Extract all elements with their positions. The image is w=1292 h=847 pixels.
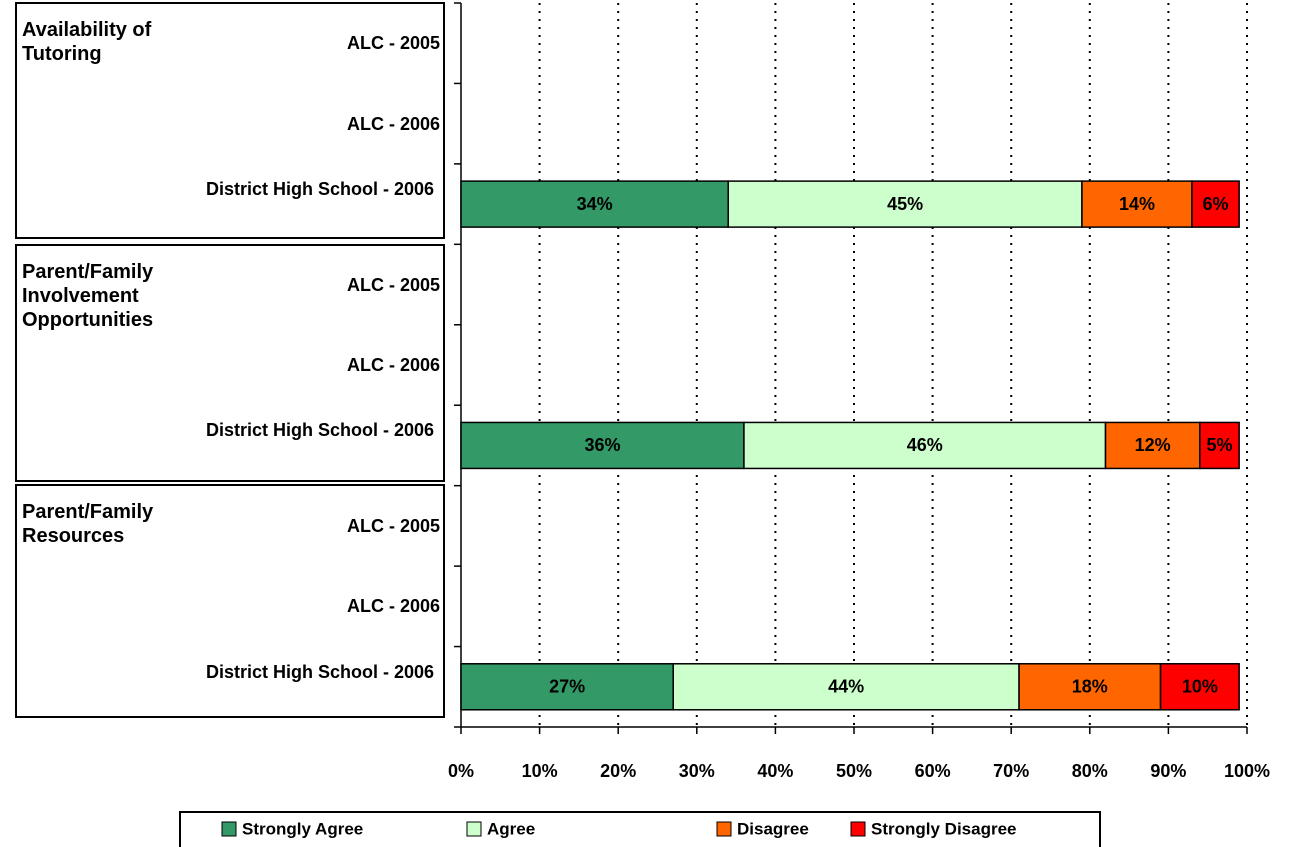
bar-segment [1191,180,1240,228]
group-box [15,2,445,239]
x-tick-label: 80% [1072,761,1108,781]
data-label: 5% [1206,435,1232,455]
legend-label: Agree [487,819,535,838]
data-label: 6% [1203,194,1229,214]
y-tick-label: ALC - 2006 [346,596,440,617]
legend-box [179,811,1101,847]
bar-segment [1159,663,1240,711]
x-tick-label: 60% [915,761,951,781]
bar-segment [1199,421,1240,470]
group-box [15,484,445,718]
group-box [15,244,445,482]
bar-segment [460,421,745,470]
data-label: 36% [584,435,620,455]
x-tick-label: 70% [993,761,1029,781]
x-tick-label: 10% [522,761,558,781]
data-label: 27% [549,677,585,697]
data-label: 44% [828,677,864,697]
bar-segment [1104,421,1201,470]
x-tick-label: 30% [679,761,715,781]
legend-swatch [850,821,866,837]
x-tick-label: 50% [836,761,872,781]
data-label: 12% [1135,435,1171,455]
y-tick-label: District High School - 2006 [205,179,435,200]
data-label: 18% [1072,677,1108,697]
group-label: Parent/Family Involvement Opportunities [22,261,154,331]
group-label: Availability of Tutoring [22,19,152,65]
y-tick-label: ALC - 2005 [346,33,440,54]
x-tick-label: 20% [600,761,636,781]
legend-swatch [716,821,732,837]
x-tick-label: 40% [757,761,793,781]
data-label: 46% [907,435,943,455]
bar-segment [727,180,1083,228]
group-label: Parent/Family Resources [22,501,154,547]
y-tick-label: ALC - 2006 [346,113,440,134]
x-tick-label: 100% [1224,761,1270,781]
legend-swatch [466,821,482,837]
data-label: 34% [577,194,613,214]
legend-label: Disagree [737,819,809,838]
data-label: 45% [887,194,923,214]
bar-segment [743,421,1107,470]
y-tick-label: ALC - 2005 [346,515,440,536]
data-label: 14% [1119,194,1155,214]
y-tick-label: ALC - 2006 [346,355,440,375]
x-tick-label: 90% [1150,761,1186,781]
bar-segment [1018,663,1162,711]
data-label: 10% [1182,677,1218,697]
legend-label: Strongly Disagree [871,819,1017,838]
bar-segment [1081,180,1193,228]
y-tick-label: District High School - 2006 [205,661,435,682]
y-tick-label: District High School - 2006 [205,420,435,441]
x-tick-label: 0% [448,761,474,781]
bar-segment [460,663,674,711]
y-tick-label: ALC - 2005 [346,274,440,295]
legend-label: Strongly Agree [242,819,363,838]
bar-segment [460,180,729,228]
legend-swatch [221,821,237,837]
